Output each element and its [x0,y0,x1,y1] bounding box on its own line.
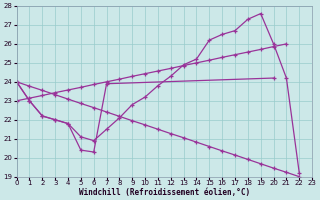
X-axis label: Windchill (Refroidissement éolien,°C): Windchill (Refroidissement éolien,°C) [79,188,250,197]
